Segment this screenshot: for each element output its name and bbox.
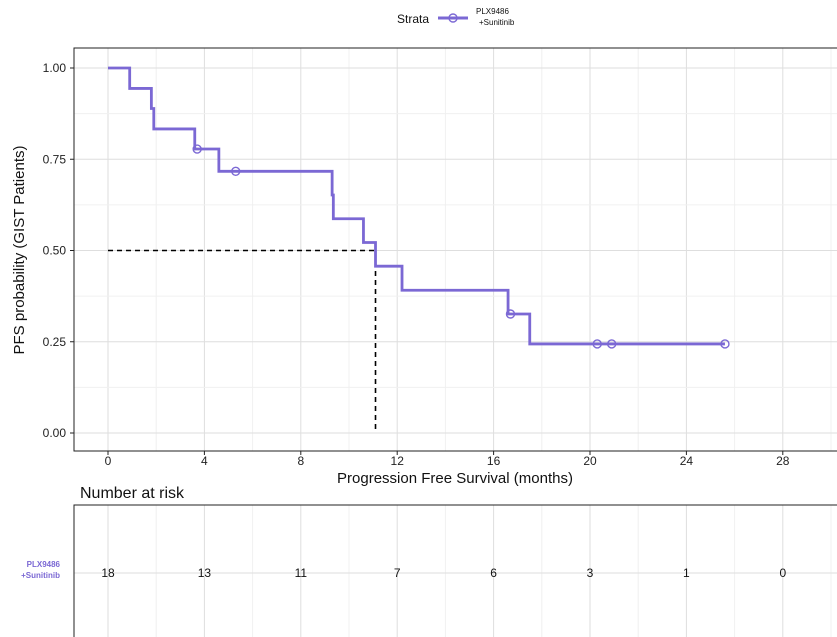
x-tick-label: 4 [201,454,208,468]
legend-swatch-marker [448,13,458,23]
x-tick-label: 8 [297,454,304,468]
risk-table-grid [74,505,837,637]
risk-counts: 18 13 11 7 6 3 1 0 [101,566,786,580]
median-line [108,249,377,433]
x-tick-label: 12 [391,454,405,468]
censor-mark [192,144,202,154]
censor-mark [231,166,241,176]
median-lines [108,249,377,433]
risk-count: 7 [394,566,401,580]
censor-mark [606,339,617,349]
plot-border [73,47,837,452]
legend-label-line2: +Sunitinib [479,18,515,27]
y-tick-label: 0.00 [43,426,67,440]
risk-count: 6 [490,566,497,580]
risk-count: 18 [101,566,115,580]
censor-mark [592,339,602,349]
y-tick-label: 0.75 [43,152,67,166]
risk-count: 1 [683,566,690,580]
x-axis-ticks: 0 4 8 12 16 20 24 28 [105,451,790,468]
risk-strata-label-line2: +Sunitinib [21,571,60,580]
risk-count: 13 [198,566,212,580]
x-tick-label: 0 [105,454,112,468]
x-tick-label: 24 [680,454,694,468]
risk-table-border [73,504,837,637]
y-tick-label: 0.50 [43,244,67,258]
grid [74,48,837,451]
risk-table: Number at risk PLX9486 +Sunitinib 18 13 11… [21,485,837,637]
risk-count: 0 [779,566,786,580]
y-axis-ticks: 0.00 0.25 0.50 0.75 1.00 [43,61,74,440]
y-tick-label: 0.25 [43,335,67,349]
x-tick-label: 16 [487,454,501,468]
x-tick-label: 28 [776,454,790,468]
risk-count: 3 [587,566,594,580]
x-tick-label: 20 [583,454,597,468]
legend: Strata PLX9486 +Sunitinib [397,7,515,27]
y-tick-label: 1.00 [43,61,67,75]
legend-title: Strata [397,12,429,26]
series [108,66,730,349]
legend-label-line1: PLX9486 [476,7,509,16]
risk-table-title: Number at risk [80,485,185,502]
censor-mark [505,309,516,319]
plot-panel: 0.00 0.25 0.50 0.75 1.00 0 4 8 12 16 20 24 28 [43,47,837,468]
censor-mark [720,339,730,349]
risk-strata-label-line1: PLX9486 [27,560,61,569]
km-step-curve [108,66,725,346]
risk-count: 11 [295,566,308,580]
x-axis-title: Progression Free Survival (months) [337,470,573,487]
y-axis-title: PFS probability (GIST Patients) [11,146,28,355]
